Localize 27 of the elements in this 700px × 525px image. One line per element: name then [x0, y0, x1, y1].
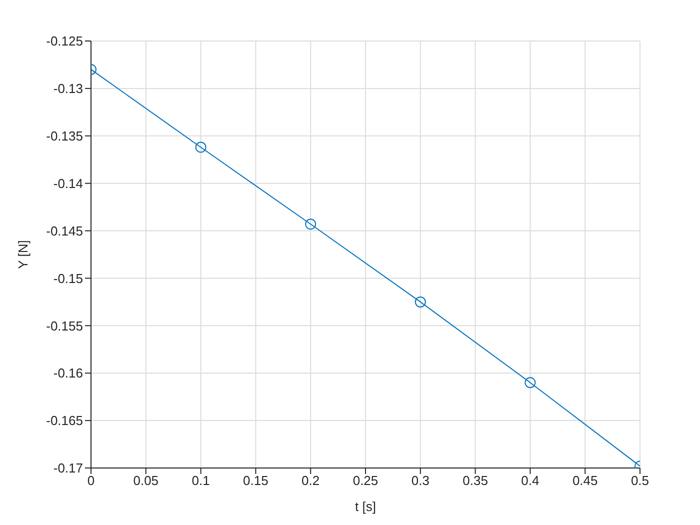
- y-tick-label: -0.15: [53, 270, 83, 286]
- x-axis-title: t [s]: [355, 499, 376, 514]
- y-tick-label: -0.125: [46, 34, 83, 49]
- x-tick-label: 0.2: [302, 473, 320, 488]
- y-tick-label: -0.165: [46, 413, 83, 428]
- x-tick-label: 0.1: [192, 473, 210, 488]
- y-tick-label: -0.135: [46, 128, 83, 144]
- x-tick-label: 0.3: [411, 473, 430, 488]
- y-axis-title: Y [N]: [16, 240, 31, 269]
- x-tick-label: 0.35: [462, 473, 488, 488]
- x-tick-label: 0.5: [630, 473, 650, 488]
- x-tick-label: 0.4: [521, 473, 540, 488]
- x-tick-label: 0.45: [572, 473, 598, 488]
- y-tick-label: -0.145: [46, 223, 83, 238]
- x-tick-label: 0.25: [352, 473, 378, 488]
- y-tick-label: -0.14: [53, 176, 83, 191]
- x-tick-label: 0.15: [243, 473, 268, 488]
- y-tick-label: -0.155: [46, 318, 83, 334]
- y-tick-label: -0.17: [53, 460, 83, 476]
- point: [524, 377, 536, 388]
- y-tick-label: -0.13: [53, 81, 83, 96]
- x-tick-label: 0.05: [133, 473, 159, 488]
- x-tick-label: 0: [87, 473, 95, 488]
- point: [305, 218, 316, 230]
- point: [195, 142, 206, 153]
- y-tick-label: -0.16: [53, 366, 83, 381]
- point: [414, 296, 426, 308]
